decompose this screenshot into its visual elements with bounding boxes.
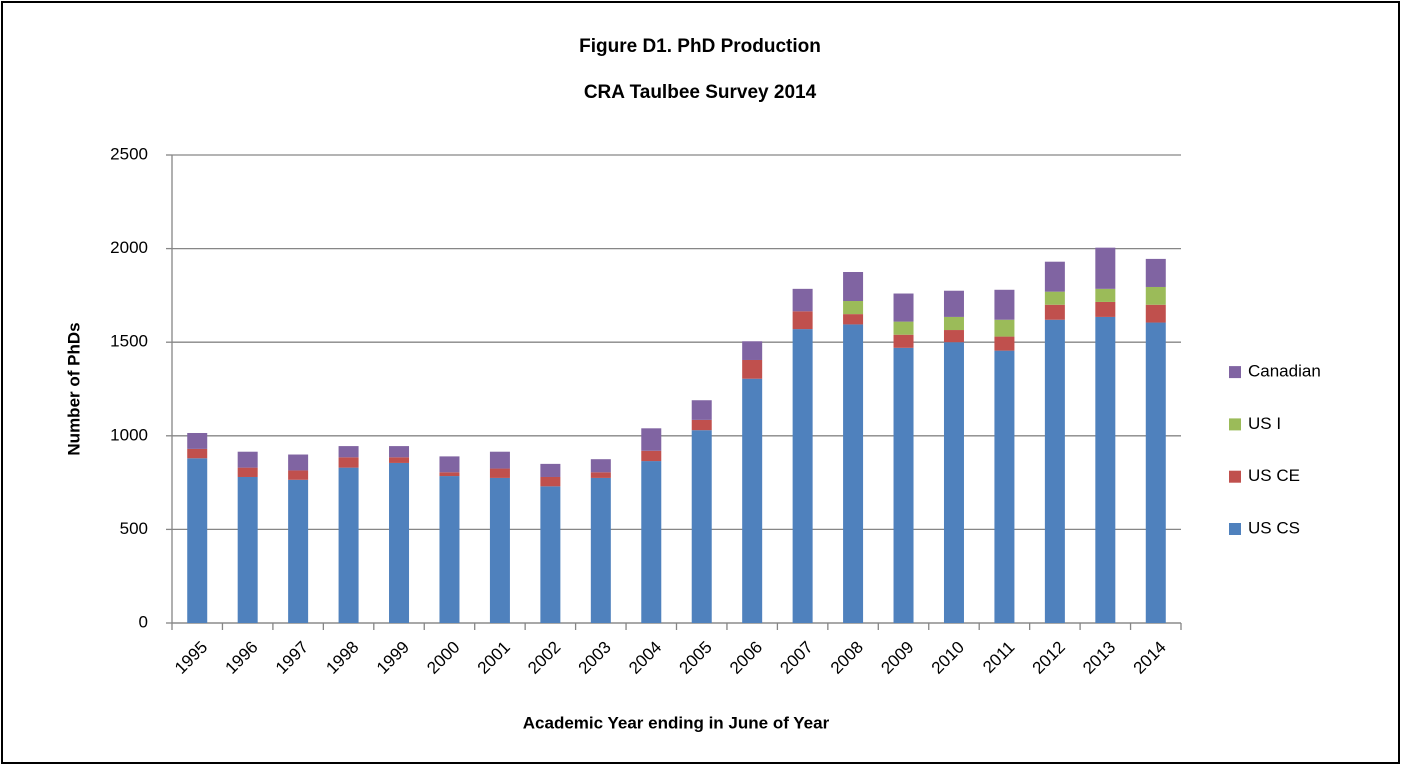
bar-segment	[389, 457, 410, 463]
bar-segment	[590, 472, 611, 478]
legend-swatch	[1229, 523, 1241, 535]
bar-segment	[641, 450, 662, 462]
bar-segment	[237, 476, 258, 623]
bar-segment	[1095, 301, 1116, 317]
bar-segment	[187, 448, 208, 459]
bar-segment	[187, 458, 208, 623]
bar-segment	[843, 301, 864, 315]
bar-segment	[994, 350, 1015, 623]
bar-segment	[994, 319, 1015, 337]
bar-segment	[691, 400, 712, 420]
bar-segment	[641, 428, 662, 451]
bar-segment	[843, 272, 864, 302]
bar-segment	[893, 347, 914, 623]
bar-segment	[1145, 286, 1166, 305]
bar-segment	[389, 462, 410, 623]
bar-segment	[1044, 291, 1065, 305]
bar-segment	[994, 336, 1015, 351]
bar-segment	[540, 476, 561, 487]
bar-segment	[742, 378, 763, 623]
bar-segment	[943, 342, 964, 623]
bar-segment	[540, 463, 561, 477]
bar-segment	[540, 486, 561, 623]
bar-segment	[641, 461, 662, 623]
bar-segment	[1044, 261, 1065, 292]
bar-segment	[994, 289, 1015, 320]
bar-segment	[893, 321, 914, 335]
bar-segment	[691, 419, 712, 431]
chart-subtitle: CRA Taulbee Survey 2014	[584, 82, 817, 103]
x-axis-label: Academic Year ending in June of Year	[523, 713, 830, 732]
bar-segment	[590, 459, 611, 473]
bar-segment	[439, 472, 460, 477]
legend-label: US CS	[1248, 518, 1300, 537]
bar-segment	[590, 477, 611, 623]
bar-segment	[1145, 258, 1166, 287]
bar-segment	[1145, 322, 1166, 623]
bar-segment	[237, 451, 258, 468]
bar-segment	[843, 314, 864, 325]
y-tick-label: 0	[139, 612, 148, 631]
chart-title: Figure D1. PhD Production	[579, 36, 821, 57]
bar-segment	[742, 341, 763, 360]
bar-segment	[288, 470, 309, 480]
bar-segment	[439, 476, 460, 623]
bar-segment	[338, 467, 359, 623]
bar-segment	[893, 334, 914, 348]
bar-segment	[1095, 288, 1116, 302]
bar-segment	[237, 467, 258, 477]
y-tick-label: 1500	[110, 332, 148, 351]
legend-swatch	[1229, 366, 1241, 379]
bar-segment	[792, 329, 813, 623]
legend-swatch	[1229, 418, 1241, 431]
y-tick-label: 1000	[110, 425, 148, 444]
bar-segment	[742, 359, 763, 379]
bar-segment	[1145, 304, 1166, 323]
bar-segment	[338, 446, 359, 458]
y-tick-label: 500	[120, 519, 148, 538]
bar-segment	[1095, 247, 1116, 289]
bar-segment	[943, 330, 964, 343]
bar-segment	[288, 479, 309, 623]
bar-segment	[439, 456, 460, 473]
bar-segment	[489, 468, 510, 478]
bar-segment	[489, 477, 510, 623]
bar-segment	[792, 311, 813, 330]
bar-segment	[1044, 319, 1065, 623]
bar-segment	[691, 430, 712, 623]
bar-segment	[187, 432, 208, 449]
legend-label: US I	[1248, 414, 1281, 433]
bar-segment	[338, 457, 359, 468]
legend-label: US CE	[1248, 466, 1300, 485]
bar-segment	[1095, 316, 1116, 623]
y-axis-label: Number of PhDs	[64, 322, 83, 455]
legend-label: Canadian	[1248, 362, 1321, 381]
bar-segment	[943, 316, 964, 331]
bar-segment	[389, 446, 410, 458]
bar-segment	[792, 288, 813, 312]
bar-segment	[1044, 304, 1065, 320]
bar-segment	[843, 324, 864, 623]
bar-segment	[893, 293, 914, 322]
y-tick-label: 2500	[110, 144, 148, 163]
y-tick-label: 2000	[110, 238, 148, 257]
bar-segment	[489, 451, 510, 469]
legend-swatch	[1229, 470, 1241, 483]
bar-segment	[288, 454, 309, 471]
bar-segment	[943, 290, 964, 317]
